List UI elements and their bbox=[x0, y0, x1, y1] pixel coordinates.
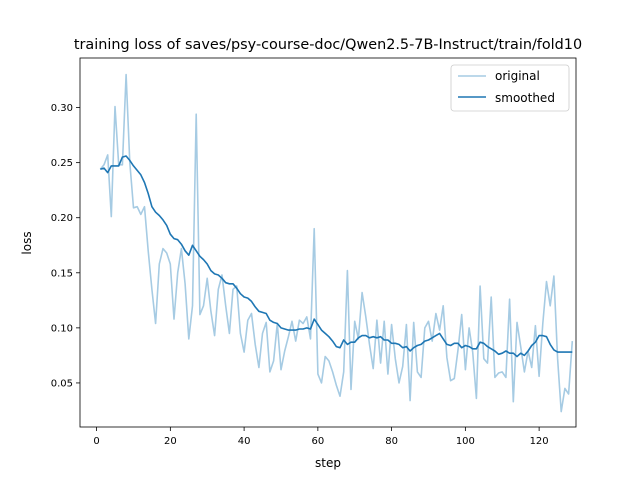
y-tick-label: 0.30 bbox=[51, 103, 73, 114]
series-layer bbox=[99, 73, 574, 413]
chart-title: training loss of saves/psy-course-doc/Qw… bbox=[74, 37, 582, 53]
x-tick-label: 20 bbox=[164, 436, 177, 447]
series-line-original bbox=[99, 73, 574, 413]
x-tick-label: 100 bbox=[456, 436, 475, 447]
x-tick-label: 40 bbox=[238, 436, 251, 447]
x-tick-label: 120 bbox=[530, 436, 549, 447]
series-line-smoothed bbox=[100, 155, 573, 358]
plot-frame bbox=[79, 57, 577, 428]
x-tick-label: 60 bbox=[311, 436, 324, 447]
y-axis-ticks: 0.05 0.10 0.15 0.20 0.25 0.30 bbox=[51, 103, 80, 389]
legend: original smoothed bbox=[450, 64, 570, 112]
legend-label-original: original bbox=[495, 69, 540, 83]
y-axis-label: loss bbox=[20, 231, 34, 254]
x-tick-label: 80 bbox=[385, 436, 398, 447]
y-tick-label: 0.25 bbox=[51, 158, 73, 169]
x-axis-ticks: 0 20 40 60 80 100 120 bbox=[93, 427, 549, 447]
y-tick-label: 0.05 bbox=[51, 378, 73, 389]
y-tick-label: 0.10 bbox=[51, 323, 73, 334]
legend-label-smoothed: smoothed bbox=[495, 91, 555, 105]
x-axis-label: step bbox=[315, 456, 341, 470]
x-tick-label: 0 bbox=[93, 436, 99, 447]
y-tick-label: 0.20 bbox=[51, 213, 73, 224]
y-tick-label: 0.15 bbox=[51, 268, 73, 279]
